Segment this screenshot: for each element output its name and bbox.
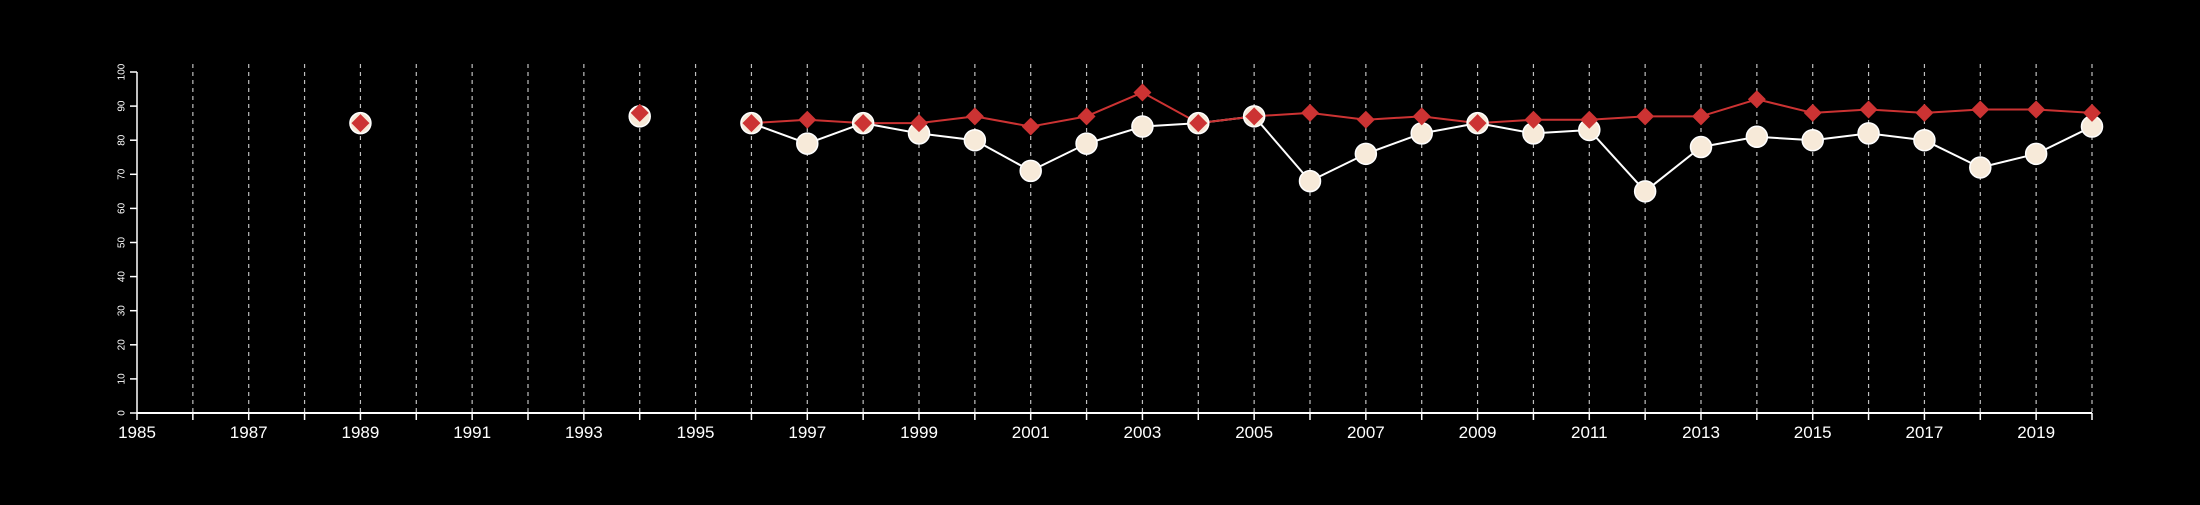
diamond-marker (1133, 83, 1152, 102)
diamond-marker (742, 114, 761, 133)
y-tick-label: 70 (117, 168, 128, 180)
diamond-marker (910, 114, 928, 133)
diamond-marker (1189, 114, 1208, 133)
y-tick-label: 30 (117, 305, 128, 317)
y-tick-label: 50 (117, 237, 128, 249)
diamond-marker (1021, 117, 1040, 136)
circle-marker (1131, 115, 1154, 138)
circle-marker (1689, 135, 1713, 159)
series-circle-line-segment (1253, 115, 1311, 182)
circle-marker (2024, 142, 2048, 166)
diamond-marker (965, 107, 984, 126)
series-diamond-line-segment (1365, 115, 1422, 121)
x-tick-label: 1987 (230, 423, 268, 442)
diamond-marker (1747, 90, 1766, 109)
y-tick-label: 60 (117, 202, 128, 214)
circle-marker (1801, 128, 1824, 152)
series-diamond-line-segment (1868, 108, 1925, 114)
x-tick-label: 1985 (118, 423, 156, 442)
x-tick-label: 2007 (1347, 423, 1385, 442)
y-tick-label: 40 (117, 271, 128, 283)
x-tick-label: 2009 (1459, 423, 1497, 442)
circle-marker (1633, 180, 1657, 203)
circle-marker (1745, 125, 1769, 149)
diamond-marker (1580, 110, 1599, 129)
series-circle-line-segment (1644, 146, 1702, 193)
diamond-marker (351, 114, 370, 133)
x-tick-label: 2019 (2017, 423, 2055, 442)
series-diamond-line-segment (1589, 115, 1646, 121)
y-tick-label: 0 (117, 410, 128, 416)
x-tick-label: 2003 (1124, 423, 1162, 442)
data-series (349, 83, 2104, 203)
x-tick-label: 2015 (1794, 423, 1832, 442)
x-tick-label: 1989 (342, 423, 380, 442)
series-diamond-line-segment (1086, 91, 1143, 118)
axes: 0 10 20 30 40 50 60 70 80 90 100 1985 1987 1989 1991 19… (117, 63, 2093, 442)
y-tick-label: 20 (117, 339, 128, 351)
x-tick-label: 1995 (677, 423, 715, 442)
series-diamond-line-segment (1030, 115, 1087, 128)
diamond-marker (2027, 100, 2046, 119)
diamond-marker (630, 103, 649, 122)
diamond-marker (854, 114, 873, 133)
diamond-marker (1356, 110, 1375, 129)
diamond-marker (1468, 114, 1487, 133)
diamond-marker (2083, 103, 2101, 122)
circle-marker (796, 132, 819, 155)
x-tick-label: 1991 (453, 423, 491, 442)
circle-marker (1410, 122, 1433, 145)
circle-marker (963, 128, 987, 152)
x-tick-label: 2011 (1571, 423, 1608, 442)
circle-marker (1354, 142, 1378, 166)
y-tick-label: 100 (117, 63, 128, 80)
diamond-marker (1524, 110, 1543, 129)
diamond-marker (1692, 107, 1710, 126)
circle-marker (1019, 159, 1042, 183)
circle-marker (1913, 128, 1936, 152)
x-tick-label: 2013 (1682, 423, 1720, 442)
diamond-marker (1636, 107, 1655, 126)
y-tick-label: 10 (117, 373, 128, 385)
series-circle-line-segment (1588, 129, 1646, 193)
series-diamond-line-segment (2036, 108, 2093, 114)
series-diamond-line-segment (1756, 98, 1813, 114)
x-tick-label: 2001 (1012, 423, 1050, 442)
series-diamond-line-segment (1924, 108, 1981, 114)
series-diamond-line-segment (918, 115, 975, 125)
series-diamond-line-segment (1700, 98, 1758, 118)
diamond-marker (1915, 103, 1934, 122)
diamond-marker (1412, 107, 1431, 126)
y-tick-label: 90 (117, 100, 128, 112)
circle-marker (1857, 122, 1880, 145)
series-diamond-line-segment (1309, 111, 1366, 121)
series-diamond-line-segment (1812, 108, 1869, 114)
x-tick-label: 1993 (565, 423, 603, 442)
series-diamond-line-segment (974, 115, 1031, 128)
diamond-marker (798, 110, 817, 129)
y-tick-label: 80 (117, 134, 128, 146)
diamond-marker (1077, 107, 1096, 126)
diamond-marker (1803, 103, 1822, 122)
diamond-marker (1859, 100, 1878, 119)
circle-marker (1969, 156, 1992, 179)
x-tick-label: 1997 (788, 423, 826, 442)
x-tick-label: 2005 (1235, 423, 1273, 442)
diamond-marker (1245, 107, 1264, 126)
circle-marker (1075, 132, 1098, 155)
diamond-marker (1971, 100, 1990, 119)
x-tick-label: 1999 (900, 423, 938, 442)
x-tick-label: 2017 (1906, 423, 1944, 442)
circle-marker (1298, 169, 1322, 193)
diamond-marker (1301, 103, 1319, 122)
